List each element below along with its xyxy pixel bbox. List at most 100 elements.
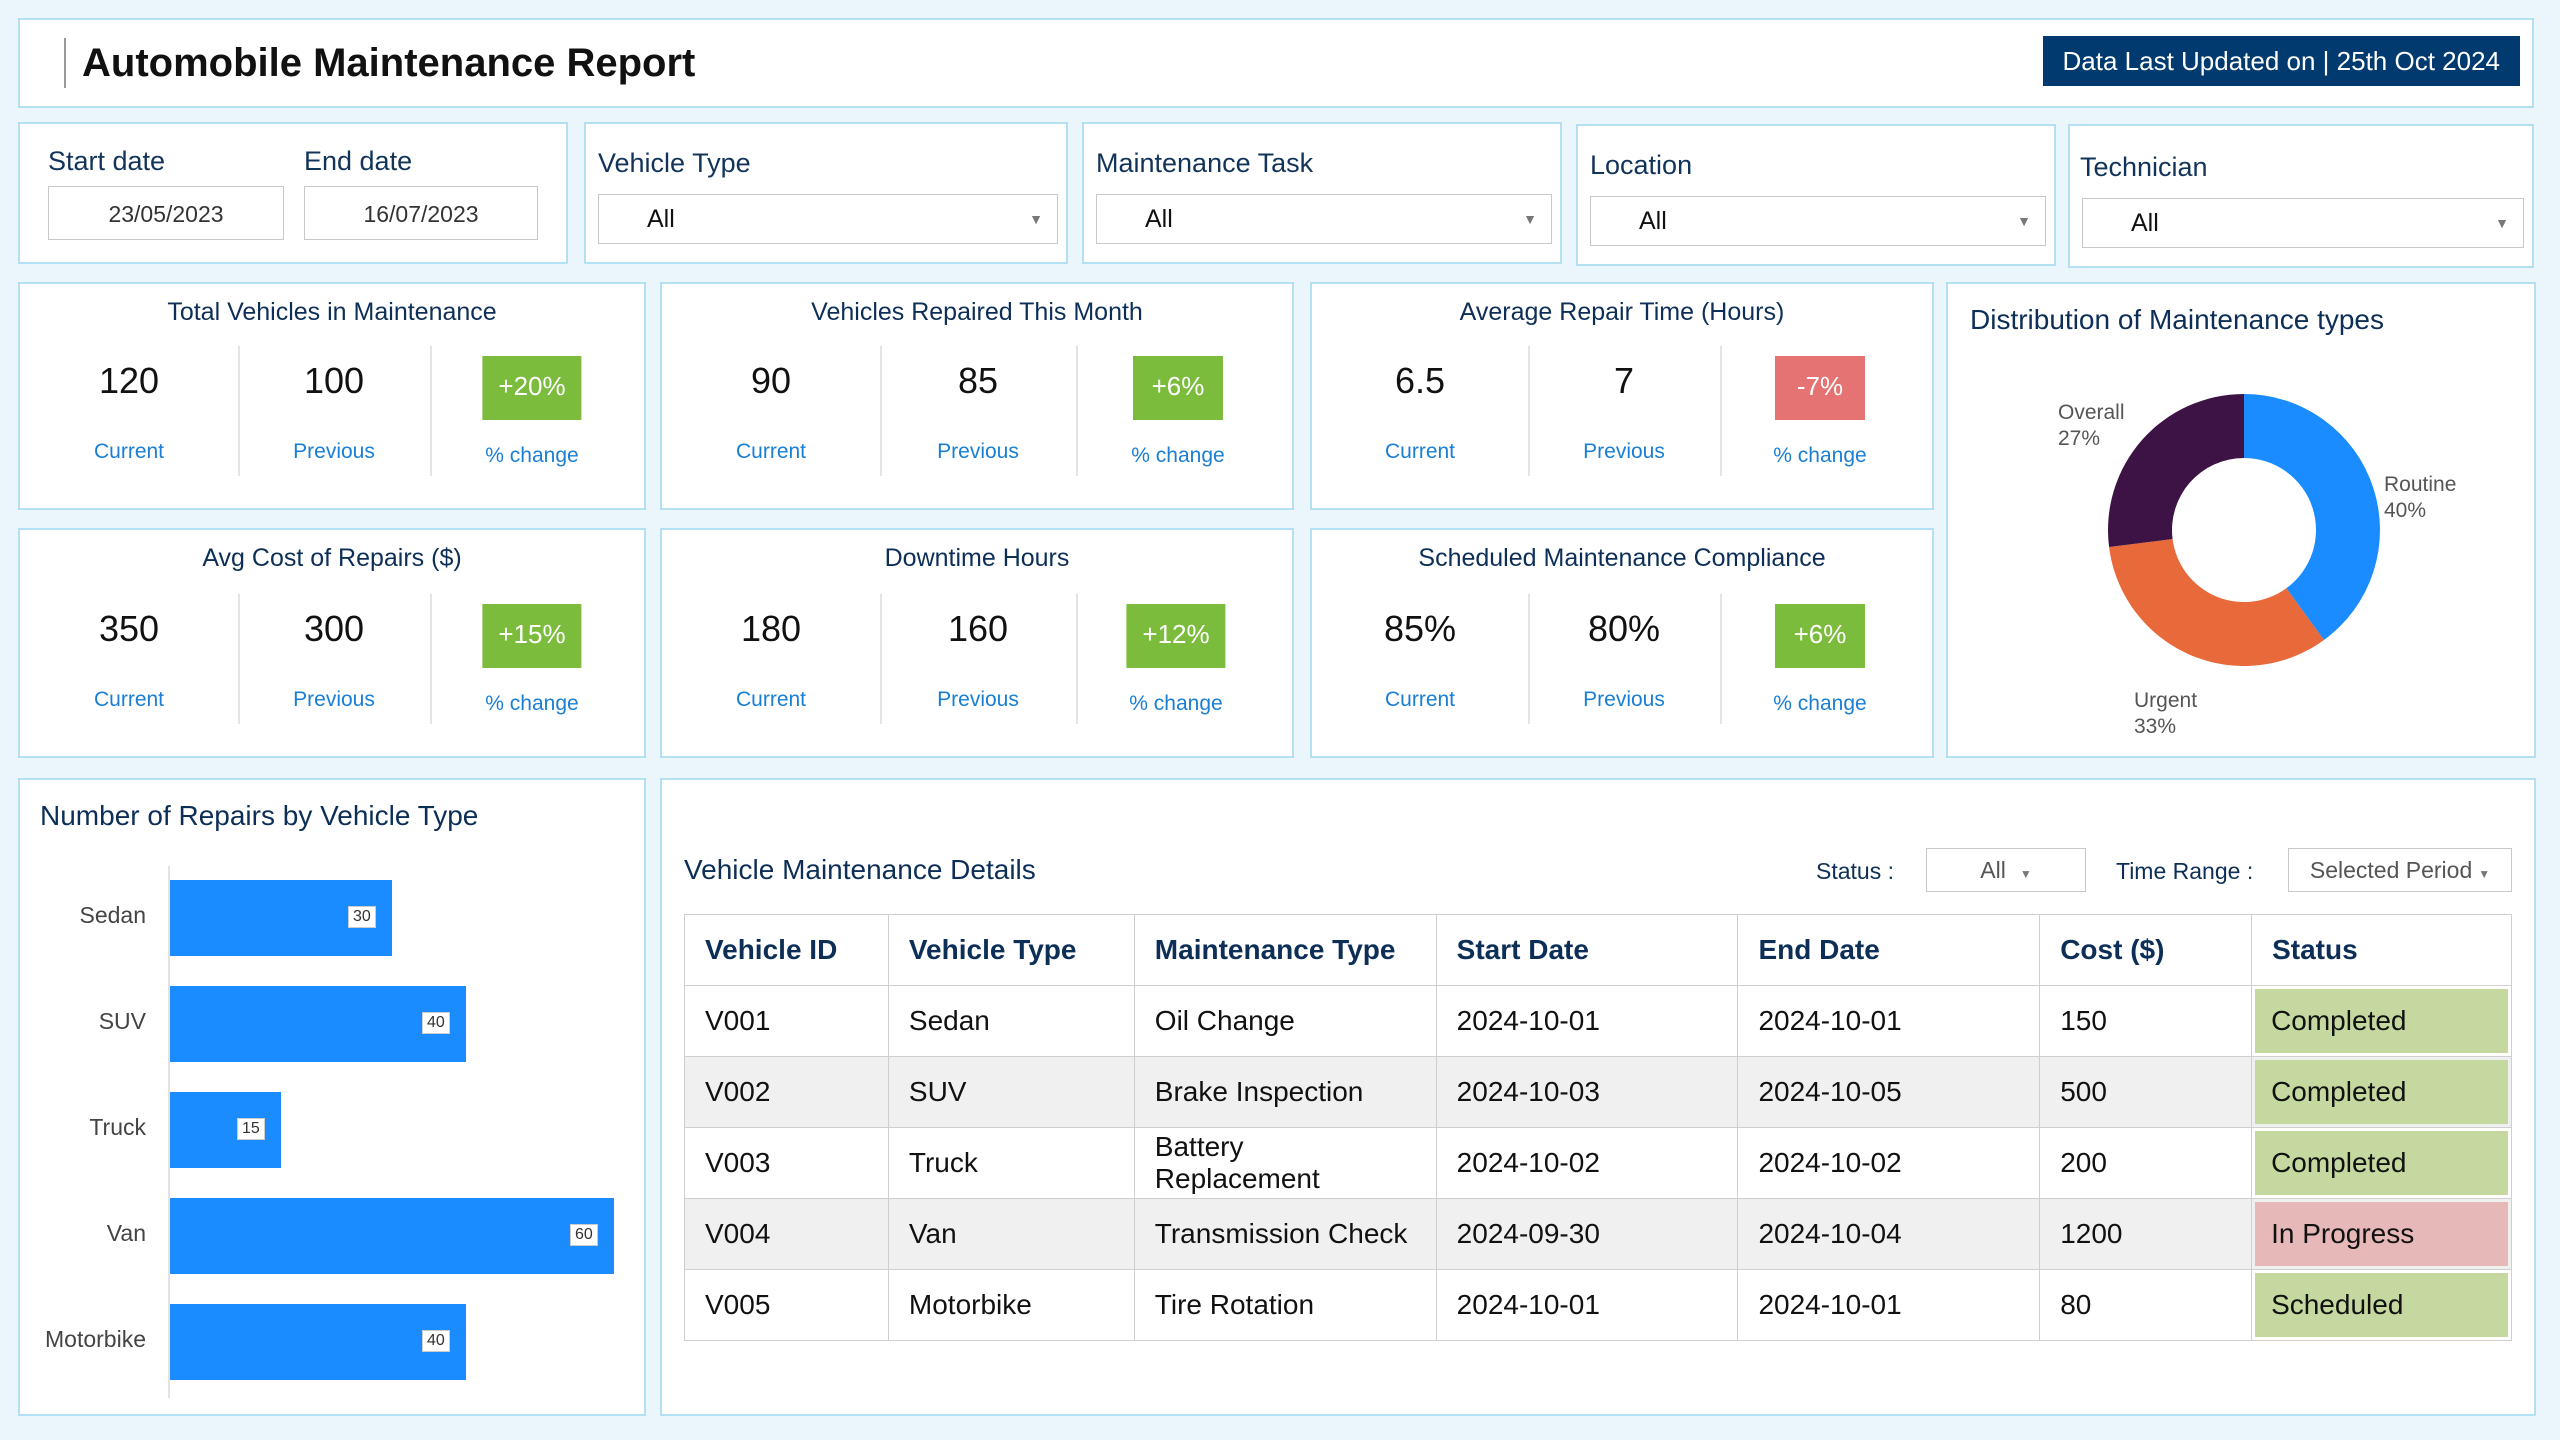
status-badge: Completed	[2255, 1060, 2508, 1124]
kpi-change: +20% % change	[432, 346, 632, 476]
kpi-change-label: % change	[485, 692, 579, 715]
cell-cost: 1200	[2039, 1198, 2253, 1270]
kpi-previous-label: Previous	[1583, 688, 1665, 711]
bar-suv[interactable]	[170, 986, 466, 1062]
end-date-input[interactable]: 16/07/2023	[304, 186, 538, 240]
donut-label-name: Routine	[2384, 473, 2457, 496]
bar-motorbike[interactable]	[170, 1304, 466, 1380]
bar-chart: Sedan 30 SUV 40 Truck 15 Van 60 Motorbike 40	[20, 780, 648, 1418]
cell-vehicle-id: V003	[684, 1127, 889, 1199]
table-row[interactable]: V003 Truck Battery Replacement 2024-10-0…	[684, 1127, 2512, 1199]
kpi-current-value: 350	[98, 608, 160, 649]
cell-maintenance-type: Transmission Check	[1133, 1198, 1437, 1270]
bar-van[interactable]	[170, 1198, 614, 1274]
donut-slice-overall[interactable]	[2108, 394, 2244, 548]
cell-cost: 80	[2039, 1269, 2253, 1341]
kpi-avg-cost: Avg Cost of Repairs ($) 350 Current 300 …	[18, 528, 646, 758]
time-range-label: Time Range :	[2116, 858, 2254, 884]
technician-select[interactable]: All ▼	[2082, 198, 2524, 248]
cell-status: Completed	[2251, 1056, 2512, 1128]
status-filter-label: Status :	[1816, 858, 1894, 884]
time-range-select[interactable]: Selected Period ▼	[2288, 848, 2512, 892]
kpi-change: +6% % change	[1720, 594, 1920, 724]
kpi-current: 6.5 Current	[1312, 346, 1530, 476]
table-row[interactable]: V001 Sedan Oil Change 2024-10-01 2024-10…	[684, 985, 2512, 1057]
col-header-end-date[interactable]: End Date	[1737, 914, 2041, 986]
bar-value-label: 40	[422, 1012, 450, 1034]
bar-category-label: Van	[106, 1220, 146, 1246]
cell-maintenance-type: Brake Inspection	[1133, 1056, 1437, 1128]
cell-end-date: 2024-10-04	[1737, 1198, 2041, 1270]
cell-end-date: 2024-10-01	[1737, 985, 2041, 1057]
col-header-start-date[interactable]: Start Date	[1435, 914, 1739, 986]
cell-vehicle-type: SUV	[887, 1056, 1135, 1128]
status-filter-select[interactable]: All ▼	[1926, 848, 2086, 892]
cell-vehicle-id: V005	[684, 1269, 889, 1341]
cell-cost: 500	[2039, 1056, 2253, 1128]
location-filter-panel: Location All ▼	[1576, 124, 2056, 266]
status-badge: Completed	[2255, 989, 2508, 1053]
donut-label-name: Overall	[2058, 401, 2125, 424]
kpi-change: -7% % change	[1720, 346, 1920, 476]
kpi-title: Vehicles Repaired This Month	[811, 298, 1143, 326]
kpi-previous: 7 Previous	[1528, 346, 1722, 476]
kpi-current-label: Current	[735, 440, 807, 463]
table-row[interactable]: V002 SUV Brake Inspection 2024-10-03 202…	[684, 1056, 2512, 1128]
kpi-change-badge: +15%	[482, 604, 582, 668]
kpi-current: 85% Current	[1312, 594, 1530, 724]
cell-cost: 200	[2039, 1127, 2253, 1199]
kpi-maintenance-compliance: Scheduled Maintenance Compliance 85% Cur…	[1310, 528, 1934, 758]
maintenance-details-panel: Vehicle Maintenance Details Status : All…	[660, 778, 2536, 1416]
bar-chart-title: Number of Repairs by Vehicle Type	[40, 800, 479, 831]
status-badge: Completed	[2255, 1131, 2508, 1195]
table-header-row: Vehicle ID Vehicle Type Maintenance Type…	[684, 914, 2512, 986]
cell-status: Scheduled	[2251, 1269, 2512, 1341]
cell-end-date: 2024-10-01	[1737, 1269, 2041, 1341]
kpi-current-value: 85%	[1383, 608, 1457, 649]
donut-label-urgent: Urgent 33%	[2134, 688, 2197, 740]
kpi-current-label: Current	[93, 440, 165, 463]
kpi-current-value: 6.5	[1394, 360, 1446, 401]
location-value: All	[1639, 207, 1667, 235]
col-header-vehicle-id[interactable]: Vehicle ID	[684, 914, 889, 986]
donut-slice-routine[interactable]	[2244, 394, 2380, 641]
chevron-down-icon: ▼	[2495, 215, 2509, 231]
cell-end-date: 2024-10-02	[1737, 1127, 2041, 1199]
col-header-vehicle-type[interactable]: Vehicle Type	[887, 914, 1135, 986]
cell-vehicle-id: V004	[684, 1198, 889, 1270]
date-filter-panel: Start date 23/05/2023 End date 16/07/202…	[18, 122, 568, 264]
kpi-previous-value: 100	[303, 360, 365, 401]
vehicle-type-value: All	[647, 205, 675, 233]
col-header-status[interactable]: Status	[2251, 914, 2512, 986]
technician-label: Technician	[2080, 152, 2208, 182]
col-header-cost[interactable]: Cost ($)	[2039, 914, 2253, 986]
vehicle-type-select[interactable]: All ▼	[598, 194, 1058, 244]
kpi-previous-label: Previous	[293, 688, 375, 711]
kpi-previous: 300 Previous	[238, 594, 432, 724]
cell-vehicle-id: V002	[684, 1056, 889, 1128]
vehicle-type-filter-panel: Vehicle Type All ▼	[584, 122, 1068, 264]
cell-vehicle-type: Truck	[887, 1127, 1135, 1199]
last-updated-badge: Data Last Updated on | 25th Oct 2024	[2042, 36, 2520, 86]
start-date-input[interactable]: 23/05/2023	[48, 186, 284, 240]
donut-label-pct: 33%	[2134, 715, 2177, 738]
col-header-maintenance-type[interactable]: Maintenance Type	[1133, 914, 1437, 986]
donut-slice-urgent[interactable]	[2109, 539, 2324, 666]
kpi-current: 90 Current	[662, 346, 882, 476]
status-badge: In Progress	[2255, 1202, 2508, 1266]
cell-status: In Progress	[2251, 1198, 2512, 1270]
location-select[interactable]: All ▼	[1590, 196, 2046, 246]
page-title: Automobile Maintenance Report	[64, 38, 695, 88]
maintenance-task-select[interactable]: All ▼	[1096, 194, 1552, 244]
kpi-title: Downtime Hours	[884, 544, 1070, 572]
kpi-current-label: Current	[1384, 688, 1456, 711]
donut-chart	[2108, 394, 2380, 666]
cell-maintenance-type: Tire Rotation	[1133, 1269, 1437, 1341]
donut-label-routine: Routine 40%	[2384, 472, 2456, 524]
kpi-change: +15% % change	[432, 594, 632, 724]
kpi-previous-value: 300	[303, 608, 365, 649]
table-row[interactable]: V005 Motorbike Tire Rotation 2024-10-01 …	[684, 1269, 2512, 1341]
kpi-previous-value: 85	[957, 360, 999, 401]
kpi-current-value: 90	[750, 360, 792, 401]
table-row[interactable]: V004 Van Transmission Check 2024-09-30 2…	[684, 1198, 2512, 1270]
